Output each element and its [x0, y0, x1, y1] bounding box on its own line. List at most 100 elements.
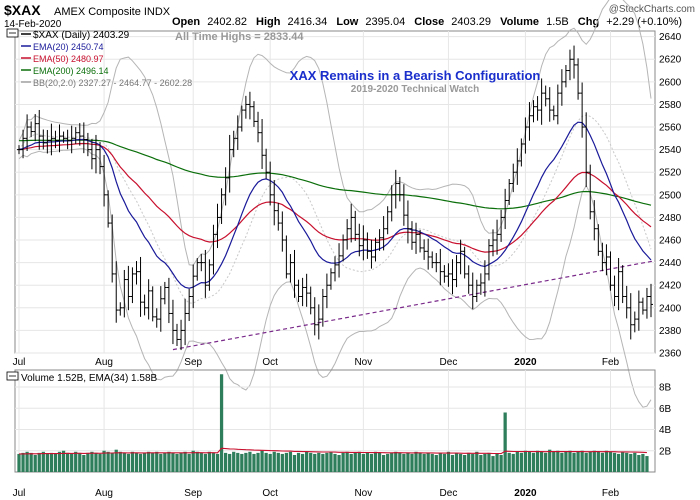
volume-bar — [74, 451, 78, 472]
ohlc-bar — [320, 288, 325, 327]
ohlc-bar — [114, 261, 119, 323]
volume-bar — [329, 451, 333, 472]
volume-bar — [41, 451, 45, 472]
ohlc-bar — [207, 259, 212, 291]
ohlc-bar — [199, 254, 204, 272]
ohlc-bar — [353, 210, 358, 241]
ohlc-bar — [640, 297, 645, 315]
ohlc-bar — [349, 203, 354, 243]
ohlc-bar — [146, 279, 151, 320]
volume-bar — [349, 453, 353, 472]
volume-bar — [25, 451, 29, 472]
ohlc-bar — [454, 255, 459, 288]
volume-bar — [454, 452, 459, 472]
ohlc-bar — [312, 297, 317, 336]
price-tick-label: 2540 — [659, 145, 682, 156]
volume-value: 1.5B — [546, 16, 569, 28]
volume-bar — [361, 453, 365, 472]
ohlc-bar — [466, 265, 471, 294]
ohlc-bar — [170, 299, 175, 345]
volume-bar — [544, 452, 548, 472]
volume-bar — [475, 451, 479, 472]
ohlc-bar — [357, 223, 362, 257]
ohlc-bar — [555, 84, 560, 125]
x-tick-label: Nov — [354, 488, 372, 499]
ohlc-bar — [183, 298, 188, 346]
ohlc-bar — [251, 101, 256, 127]
ohlc-bar — [93, 134, 98, 174]
ohlc-bar — [296, 279, 301, 303]
ohlc-bar — [600, 242, 605, 272]
ohlc-bar — [49, 123, 54, 156]
ohlc-bar — [89, 139, 94, 170]
x-tick-label: Sep — [184, 357, 202, 368]
ohlc-bar — [393, 169, 398, 209]
volume-bar — [641, 453, 645, 472]
volume-bar — [398, 452, 402, 472]
ohlc-bar — [462, 246, 467, 279]
ohlc-bar — [300, 277, 305, 307]
low-label: Low — [336, 16, 358, 28]
ohlc-bar — [580, 82, 585, 138]
volume-bar — [499, 455, 503, 472]
volume-bar — [78, 452, 82, 472]
volume-bar — [57, 451, 62, 472]
ohlc-bar — [345, 219, 350, 250]
ohlc-bar — [203, 249, 208, 298]
ohlc-bar — [219, 188, 224, 224]
volume-bar — [37, 452, 41, 472]
legend-ema50: EMA(50) 2480.97 — [33, 54, 104, 64]
volume-bar — [507, 452, 511, 472]
volume-bar — [21, 452, 25, 472]
ohlc-bar — [102, 154, 107, 207]
volume-bar — [167, 451, 171, 472]
volume-bar — [134, 452, 139, 472]
index-name: AMEX Composite INDX — [54, 6, 171, 18]
volume-bar — [531, 452, 536, 472]
volume-bar — [422, 453, 426, 472]
ohlc-bar — [134, 261, 139, 285]
legend-bb: BB(20,2.0) 2327.27 - 2464.77 - 2602.28 — [33, 78, 192, 88]
ohlc-bar — [567, 49, 572, 81]
volume-bar — [211, 452, 216, 472]
volume-bar — [272, 451, 276, 472]
ohlc-bar — [61, 131, 66, 143]
ohlc-bar — [405, 200, 410, 244]
volume-bar — [82, 455, 86, 472]
x-tick-label: 2020 — [514, 488, 537, 499]
ohlc-bar — [243, 95, 248, 119]
ohlc-bar — [69, 125, 74, 154]
ohlc-bar — [409, 221, 414, 250]
volume-bar — [503, 412, 507, 472]
volume-bar — [296, 452, 301, 472]
high-label: High — [256, 16, 281, 28]
ohlc-bar — [328, 268, 333, 290]
volume-bar — [280, 453, 284, 472]
bb-upper-line — [18, 0, 652, 266]
ohlc-bar — [239, 105, 244, 132]
volume-bar — [576, 451, 580, 472]
ohlc-bar — [507, 179, 512, 205]
ohlc-bar — [260, 119, 265, 169]
ohlc-bar — [446, 263, 451, 287]
ohlc-bar — [543, 85, 548, 107]
volume-bar — [377, 452, 382, 472]
ohlc-bar — [519, 138, 524, 167]
volume-bar — [430, 453, 434, 472]
volume-bar — [252, 453, 256, 472]
volume-bar — [418, 452, 422, 472]
volume-bar — [232, 451, 236, 472]
volume-bar — [596, 451, 600, 472]
volume-bar — [228, 453, 232, 472]
volume-bar — [353, 452, 357, 472]
ohlc-bar — [450, 259, 455, 295]
ema200-line — [19, 139, 652, 210]
volume-bar — [122, 452, 126, 472]
ohlc-bar — [154, 308, 159, 328]
ohlc-bar — [495, 219, 500, 255]
price-tick-label: 2400 — [659, 303, 682, 314]
ohlc-bar — [227, 134, 232, 193]
volume-bar — [118, 451, 122, 472]
x-tick-label: Sep — [184, 488, 202, 499]
ohlc-bar — [175, 323, 179, 346]
